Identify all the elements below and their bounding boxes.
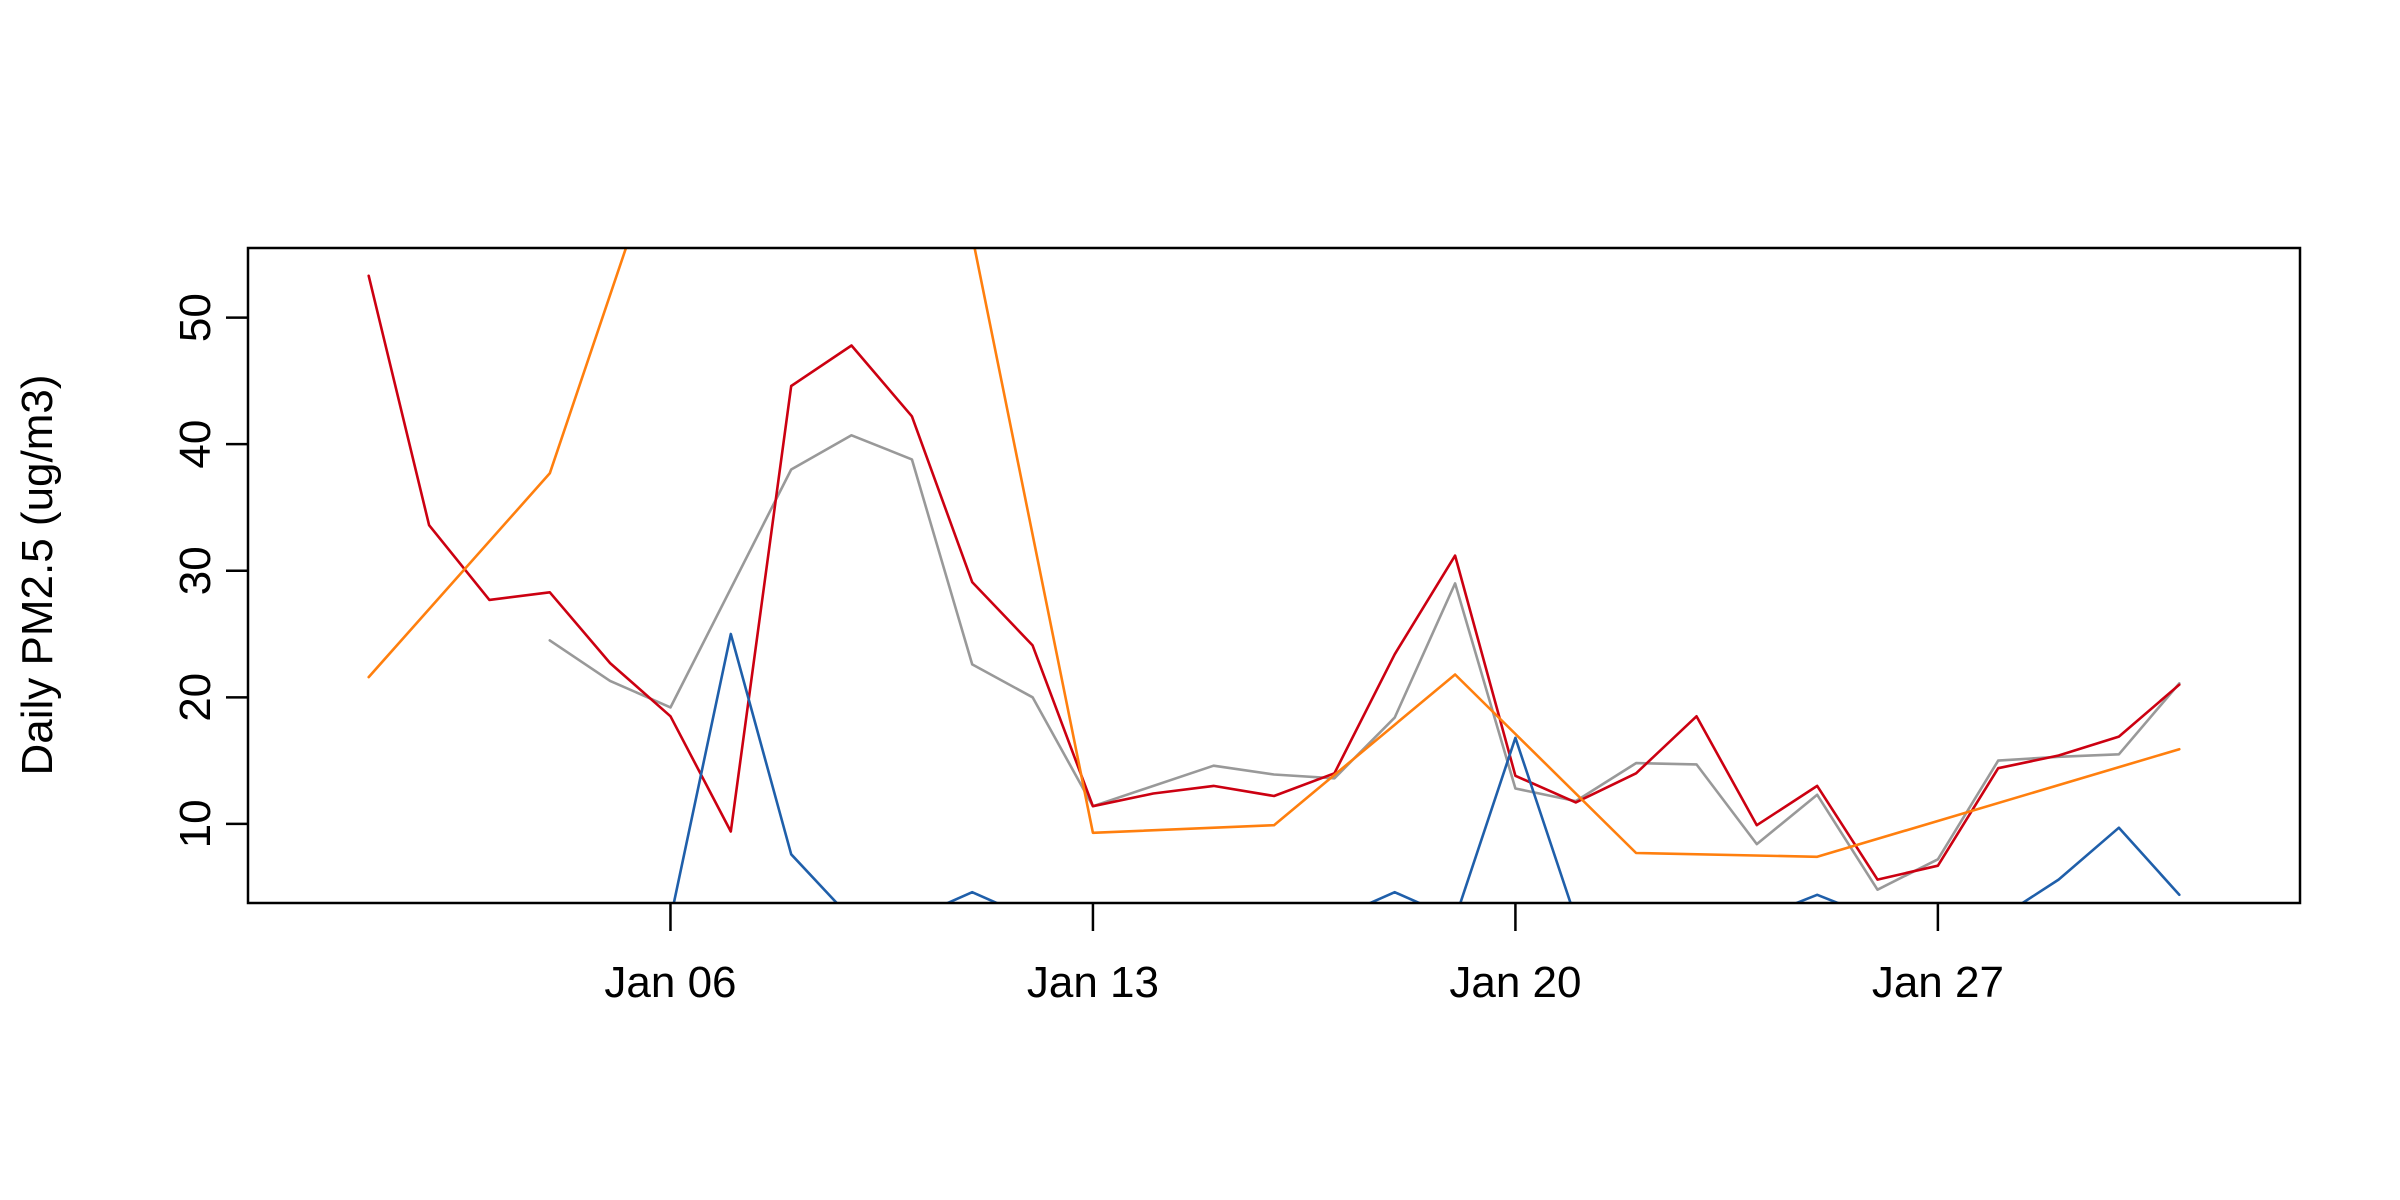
y-tick-label: 10 — [171, 799, 220, 848]
x-tick-label: Jan 20 — [1449, 958, 1581, 1007]
x-tick-label: Jan 06 — [604, 958, 736, 1007]
series-line-1 — [548, 433, 2181, 892]
y-tick-label: 30 — [171, 546, 220, 595]
plot-frame — [246, 246, 2302, 905]
series-line-2 — [367, 274, 2181, 881]
y-tick-label: 40 — [171, 420, 220, 469]
series-line-3 — [367, 248, 2181, 859]
x-tick-label: Jan 13 — [1027, 958, 1159, 1007]
series-line-4 — [672, 632, 2181, 903]
y-tick-label: 50 — [171, 293, 220, 342]
y-axis: 10 20 30 40 50 — [171, 293, 248, 848]
y-tick-label: 20 — [171, 673, 220, 722]
x-tick-label: Jan 27 — [1872, 958, 2004, 1007]
y-axis-label: Daily PM2.5 (ug/m3) — [13, 374, 62, 775]
series-layer — [367, 248, 2181, 903]
x-axis: Jan 06 Jan 13 Jan 20 Jan 27 — [604, 903, 2004, 1007]
